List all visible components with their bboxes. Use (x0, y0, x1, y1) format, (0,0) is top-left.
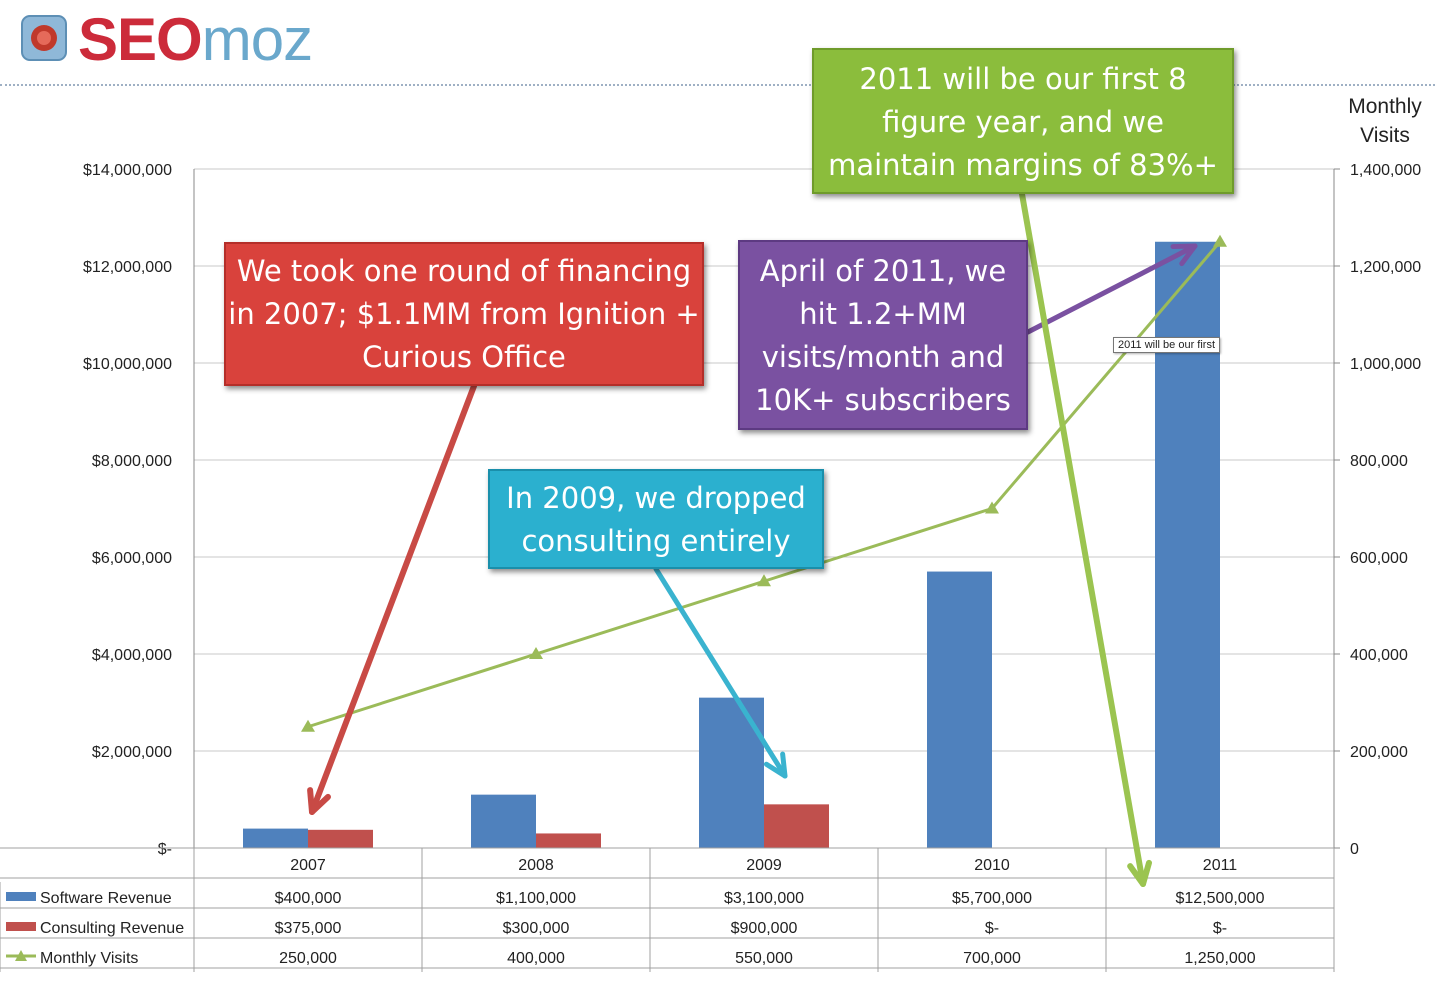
legend-key (15, 950, 27, 961)
left-tick-label: $10,000,000 (83, 356, 172, 373)
category-label: 2010 (974, 857, 1010, 874)
legend-entry: Consulting Revenue (40, 920, 184, 937)
data-label: $1,100,000 (496, 890, 576, 907)
data-label: $12,500,000 (1176, 890, 1265, 907)
left-tick-label: $4,000,000 (92, 647, 172, 664)
data-label: 1,250,000 (1184, 950, 1255, 967)
data-point (1213, 234, 1227, 247)
callout-arrow (309, 383, 477, 815)
category-label: 2011 (1203, 857, 1238, 874)
data-point (757, 574, 771, 587)
data-label: 550,000 (735, 950, 793, 967)
arrow-head (763, 751, 788, 779)
left-tick-label: $14,000,000 (83, 162, 172, 179)
callout-consulting: In 2009, we dropped consulting entirely (488, 469, 824, 569)
callout-arrow (1025, 243, 1198, 335)
arrow-head (1127, 859, 1153, 887)
sun-badge-icon (21, 15, 67, 61)
legend-key (6, 922, 36, 931)
right-tick-label: 0 (1350, 841, 1359, 858)
left-tick-label: $8,000,000 (92, 453, 172, 470)
logo-seo-text: SEO (78, 6, 203, 73)
bar (308, 829, 373, 848)
bar (927, 571, 992, 848)
data-label: 700,000 (963, 950, 1021, 967)
category-label: 2007 (290, 857, 326, 874)
right-tick-label: 1,400,000 (1350, 162, 1421, 179)
left-tick-label: $6,000,000 (92, 550, 172, 567)
left-tick-label: $- (158, 841, 172, 858)
left-tick-label: $12,000,000 (83, 259, 172, 276)
right-tick-label: 200,000 (1350, 744, 1408, 761)
bar (699, 697, 764, 848)
arrow-head (1170, 243, 1198, 267)
logo-moz-text: moz (201, 6, 313, 73)
header-divider (0, 84, 1435, 86)
legend-entry: Software Revenue (40, 890, 172, 907)
callout-arrow (1019, 191, 1146, 887)
callout-visits: April of 2011, we hit 1.2+MM visits/mont… (738, 240, 1028, 430)
data-label: $5,700,000 (952, 890, 1032, 907)
right-tick-label: 800,000 (1350, 453, 1408, 470)
data-point (529, 647, 543, 659)
right-tick-label: 1,200,000 (1350, 259, 1421, 276)
left-tick-label: $2,000,000 (92, 744, 172, 761)
legend-key (6, 892, 36, 901)
right-axis-title: Monthly Visits (1348, 95, 1422, 147)
bar (243, 828, 308, 848)
category-label: 2009 (746, 857, 782, 874)
data-label: $- (985, 920, 999, 937)
data-label: 400,000 (507, 950, 565, 967)
data-label: $300,000 (503, 920, 570, 937)
data-label: $- (1213, 920, 1227, 937)
legend-entry: Monthly Visits (40, 950, 138, 967)
data-point (985, 501, 999, 514)
data-point (301, 719, 315, 732)
callout-arrow (653, 566, 788, 779)
right-tick-label: 1,000,000 (1350, 356, 1421, 373)
category-label: 2008 (518, 857, 554, 874)
right-tick-label: 600,000 (1350, 550, 1408, 567)
callout-figure-year: 2011 will be our first 8 figure year, an… (812, 48, 1234, 194)
bar (536, 833, 601, 848)
data-label: $900,000 (731, 920, 798, 937)
callout-financing: We took one round of financing in 2007; … (224, 242, 704, 386)
data-label: $3,100,000 (724, 890, 804, 907)
right-tick-label: 400,000 (1350, 647, 1408, 664)
bar (1155, 241, 1220, 848)
bar (471, 794, 536, 848)
arrow-head (307, 787, 331, 815)
data-label: $375,000 (275, 920, 342, 937)
data-label: 250,000 (279, 950, 337, 967)
bar (764, 804, 829, 848)
data-label: $400,000 (275, 890, 342, 907)
tooltip: 2011 will be our first (1113, 337, 1221, 353)
